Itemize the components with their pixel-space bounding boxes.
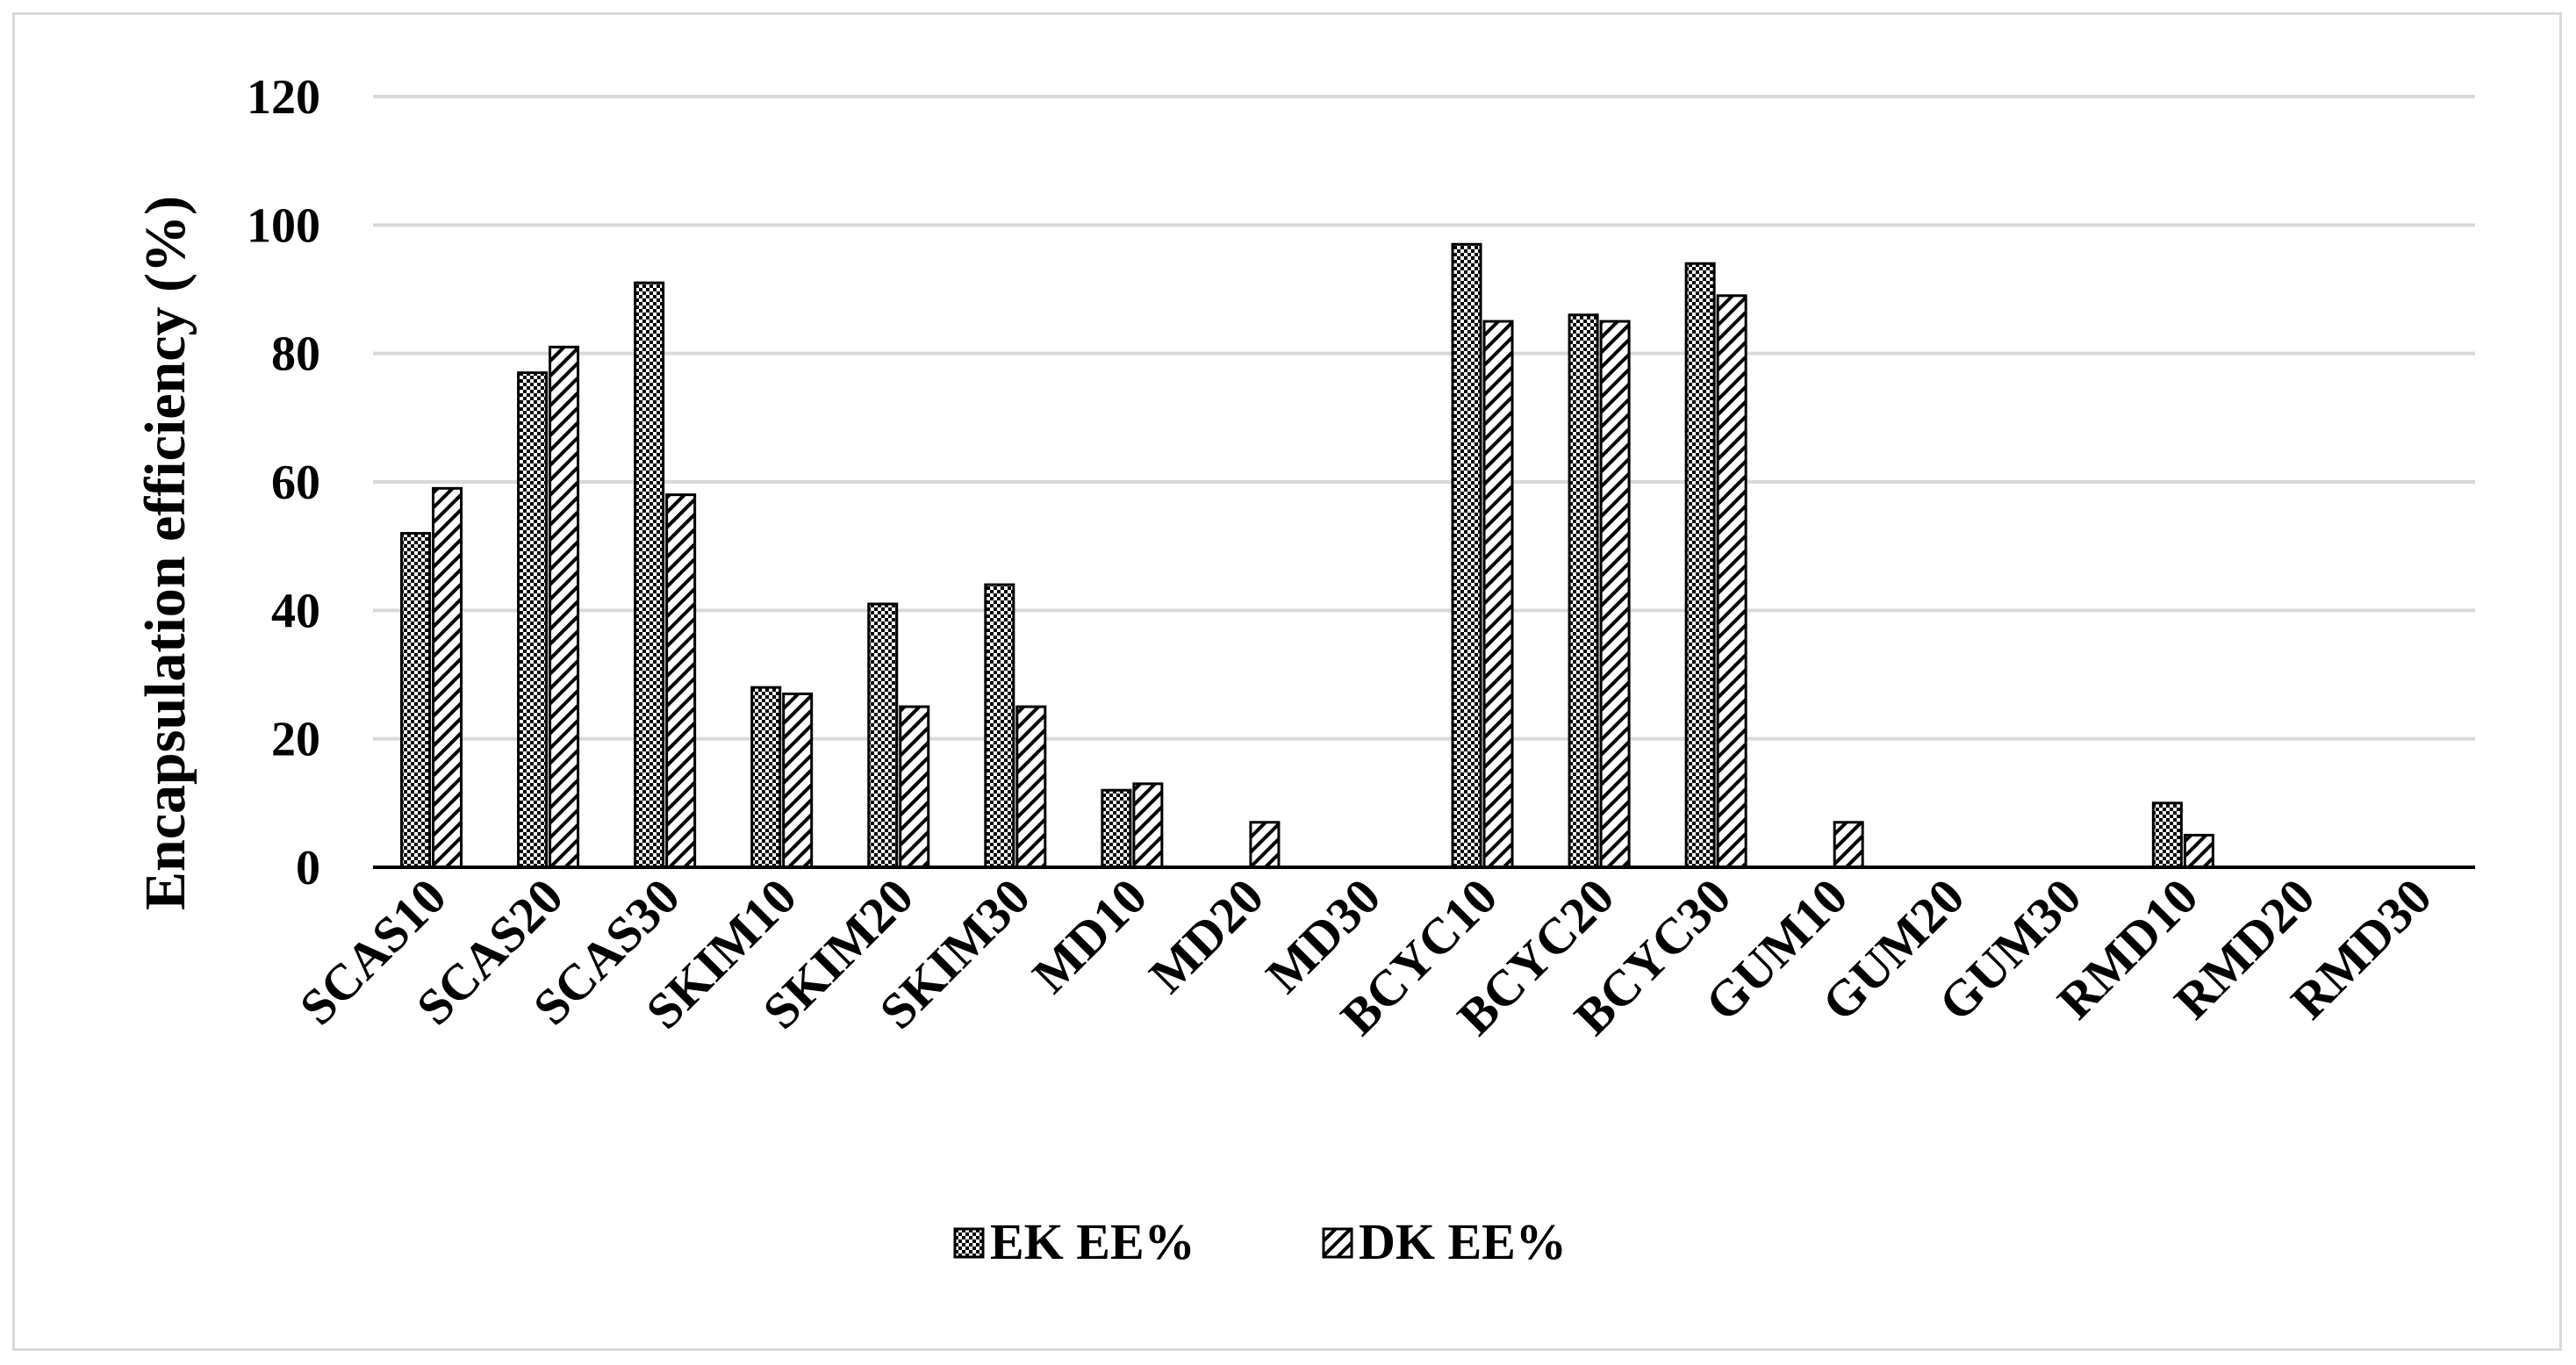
y-tick-label: 0 xyxy=(296,841,320,895)
bar-dk-skim20 xyxy=(899,705,930,869)
y-tick-label: 100 xyxy=(247,198,320,253)
legend-swatch xyxy=(1322,1227,1353,1259)
legend: EK EE% DK EE% xyxy=(953,1213,1567,1270)
y-axis-title: Encapsulation efficiency (%) xyxy=(133,196,197,910)
bar-ek-skim10 xyxy=(750,686,782,869)
legend-label: DK EE% xyxy=(1359,1213,1567,1270)
bar-dk-rmd10 xyxy=(2183,833,2214,869)
x-tick-label: MD20 xyxy=(1138,867,1274,1003)
y-tick-label: 60 xyxy=(271,456,320,510)
bar-ek-scas20 xyxy=(517,371,549,869)
bar-dk-md10 xyxy=(1132,782,1164,869)
bar-ek-bcyc10 xyxy=(1451,242,1482,869)
bar-dk-skim30 xyxy=(1015,705,1047,869)
bar-dk-bcyc30 xyxy=(1716,294,1747,869)
y-tick-labels: 0 20 40 60 80 100 120 xyxy=(247,70,320,895)
bar-ek-skim20 xyxy=(867,602,899,869)
bar-ek-bcyc20 xyxy=(1568,313,1599,869)
bar-dk-scas20 xyxy=(549,345,580,869)
bar-dk-bcyc10 xyxy=(1482,320,1514,869)
bar-ek-skim30 xyxy=(984,583,1015,869)
bar-ek-md10 xyxy=(1101,788,1132,869)
y-tick-label: 80 xyxy=(271,327,320,382)
gridlines xyxy=(373,95,2475,741)
x-tick-labels: SCAS10SCAS20SCAS30SKIM10SKIM20SKIM30MD10… xyxy=(289,867,2443,1045)
legend-swatch xyxy=(953,1227,985,1259)
bar-dk-skim10 xyxy=(782,692,814,869)
bar-dk-md20 xyxy=(1249,821,1281,869)
bar-ek-scas10 xyxy=(400,532,432,869)
y-tick-label: 120 xyxy=(247,70,320,125)
bar-dk-gum10 xyxy=(1833,821,1864,869)
bar-dk-bcyc20 xyxy=(1599,320,1631,869)
bar-ek-scas30 xyxy=(634,281,665,869)
y-tick-label: 40 xyxy=(271,584,320,638)
bar-dk-scas30 xyxy=(665,493,697,869)
legend-label: EK EE% xyxy=(990,1213,1195,1270)
x-tick-label: MD10 xyxy=(1022,867,1158,1003)
bar-dk-scas10 xyxy=(432,486,463,869)
bars xyxy=(400,242,2214,869)
bar-ek-bcyc30 xyxy=(1684,262,1716,869)
y-tick-label: 20 xyxy=(271,713,320,767)
bar-ek-rmd10 xyxy=(2151,801,2183,869)
